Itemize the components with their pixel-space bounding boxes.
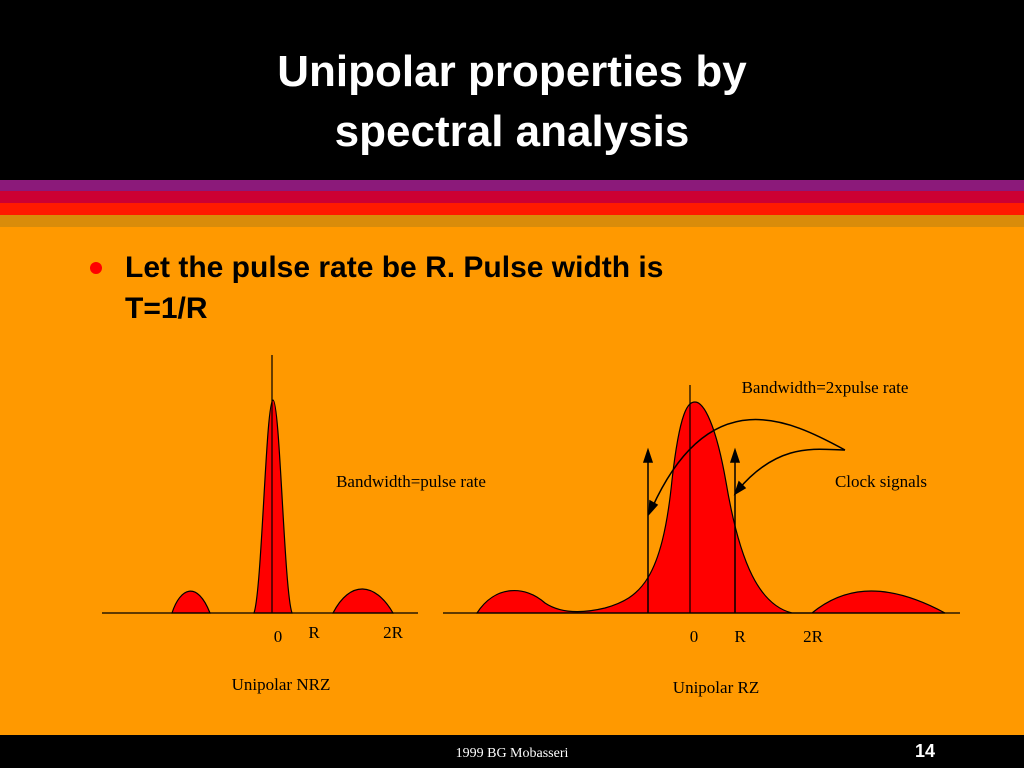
main-lobe [253, 399, 293, 614]
side-lobe [332, 588, 395, 614]
axis-label: R [734, 627, 746, 646]
annotation: Clock signals [835, 472, 927, 491]
footer-bg [0, 735, 1024, 768]
axis-label: 2R [803, 627, 824, 646]
axis-label: 0 [690, 627, 699, 646]
stripe [0, 191, 1024, 203]
axis-label: 2R [383, 623, 404, 642]
footer-credit: 1999 BG Mobasseri [456, 746, 569, 761]
page-number: 14 [915, 741, 935, 761]
clock-arrows [642, 418, 846, 613]
bullet-text: Let the pulse rate be R. Pulse width is [125, 251, 663, 284]
annotation: Bandwidth=pulse rate [336, 472, 486, 491]
stripe [0, 203, 1024, 215]
axis-label: 0 [274, 627, 283, 646]
body-bg [0, 227, 1024, 735]
annotation: Bandwidth=2xpulse rate [742, 378, 909, 397]
bullet-dot [90, 262, 102, 274]
arrowhead [729, 447, 741, 463]
arrowhead [648, 499, 659, 517]
caption: Unipolar NRZ [232, 675, 331, 694]
pointer [737, 448, 846, 491]
nrz-spectrum [171, 399, 395, 614]
pointer [651, 418, 846, 509]
stripe [0, 215, 1024, 227]
stripe [0, 180, 1024, 191]
caption: Unipolar RZ [673, 678, 759, 697]
header-bg [0, 0, 1024, 180]
arrowhead [642, 447, 654, 463]
title: Unipolar properties by [277, 47, 747, 96]
axis-label: R [308, 623, 320, 642]
title: spectral analysis [335, 107, 690, 156]
bullet-text: T=1/R [125, 292, 208, 325]
arrowhead [733, 480, 747, 496]
